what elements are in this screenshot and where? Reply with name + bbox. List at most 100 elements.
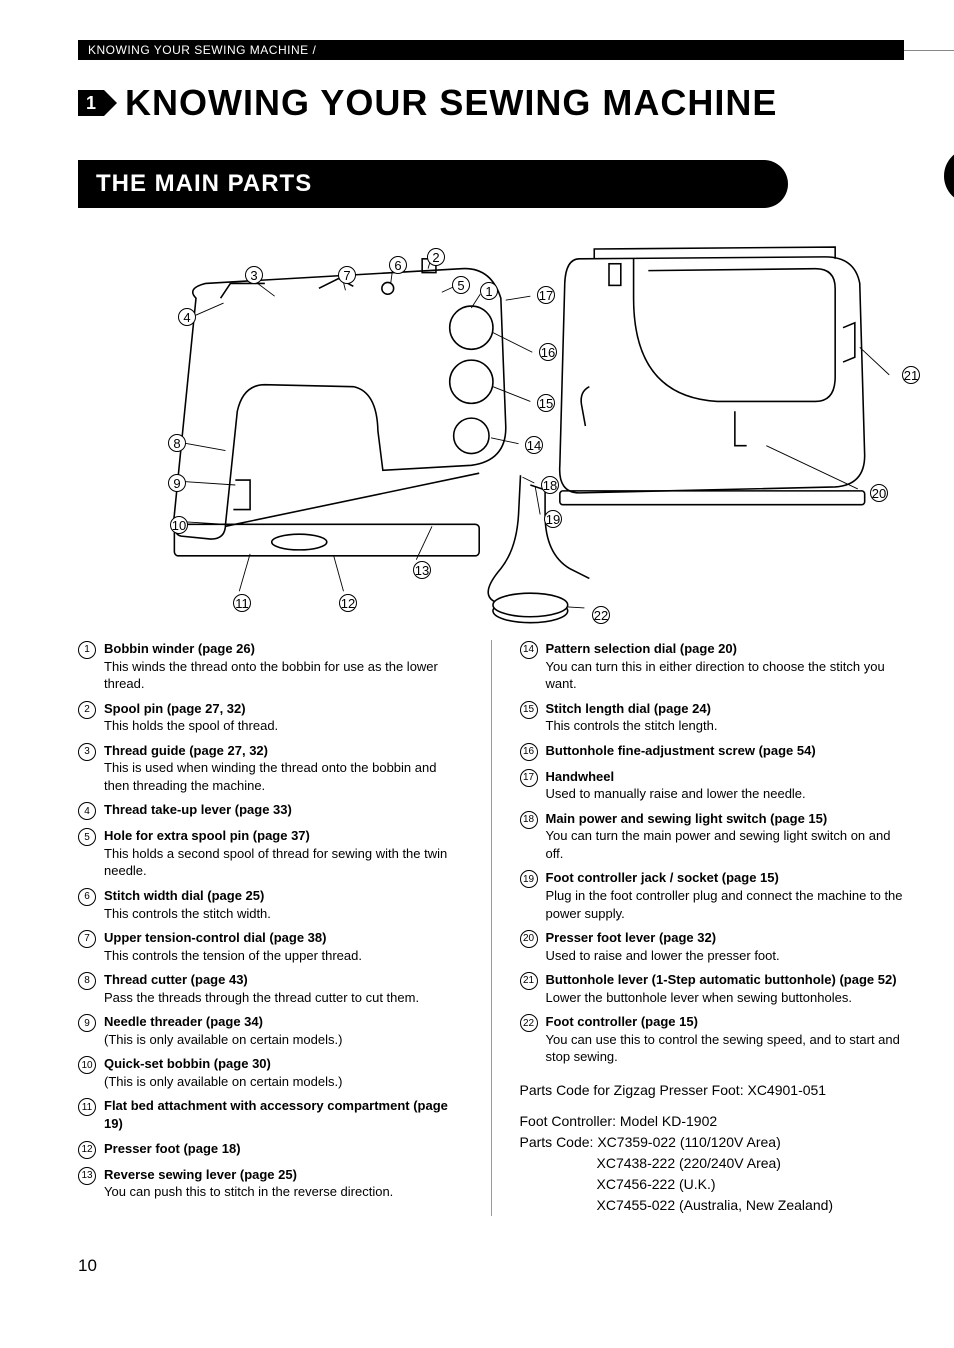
part-number: 10 (78, 1056, 96, 1074)
part-title: Quick-set bobbin (page 30) (104, 1056, 271, 1071)
diagram-callout: 21 (902, 366, 920, 384)
chapter-number: 1 (78, 90, 104, 116)
diagram-callout: 14 (525, 436, 543, 454)
diagram-callout: 9 (168, 474, 186, 492)
parts-code-2: XC7456-222 (U.K.) (520, 1174, 905, 1195)
part-item: 10 Quick-set bobbin (page 30) (This is onl… (78, 1055, 463, 1090)
part-item: 12 Presser foot (page 18) (78, 1140, 463, 1159)
header-breadcrumb: KNOWING YOUR SEWING MACHINE / (78, 40, 904, 60)
part-item: 2Spool pin (page 27, 32)This holds the s… (78, 700, 463, 735)
part-number: 9 (78, 1014, 96, 1032)
diagram-callout: 18 (541, 476, 559, 494)
diagram-callout: 12 (339, 594, 357, 612)
parts-code-row: Parts Code: XC7359-022 (110/120V Area) (520, 1132, 905, 1153)
part-text: Thread guide (page 27, 32)This is used w… (104, 742, 463, 795)
part-title: Foot controller jack / socket (page 15) (546, 870, 779, 885)
chapter-title: KNOWING YOUR SEWING MACHINE (125, 82, 777, 124)
part-item: 13Reverse sewing lever (page 25)You can … (78, 1166, 463, 1201)
part-title: Stitch length dial (page 24) (546, 701, 711, 716)
part-item: 3Thread guide (page 27, 32)This is used … (78, 742, 463, 795)
part-description: Used to manually raise and lower the nee… (546, 785, 905, 803)
part-text: Stitch width dial (page 25) This controls… (104, 887, 463, 922)
part-text: Foot controller jack / socket (page 15)P… (546, 869, 905, 922)
foot-controller-model: Foot Controller: Model KD-1902 (520, 1111, 905, 1132)
part-number: 5 (78, 828, 96, 846)
diagram-callout: 19 (544, 510, 562, 528)
parts-code-3: XC7455-022 (Australia, New Zealand) (520, 1195, 905, 1216)
diagram-callout: 20 (870, 484, 888, 502)
part-item: 18Main power and sewing light switch (pa… (520, 810, 905, 863)
diagram-callout: 17 (537, 286, 555, 304)
part-item: 5Hole for extra spool pin (page 37)This … (78, 827, 463, 880)
diagram-callout: 1 (480, 282, 498, 300)
part-title: Stitch width dial (page 25) (104, 888, 264, 903)
part-description: This holds a second spool of thread for … (104, 845, 463, 880)
part-number: 15 (520, 701, 538, 719)
zigzag-code: Parts Code for Zigzag Presser Foot: XC49… (520, 1080, 905, 1101)
parts-column-left: 1 Bobbin winder (page 26) This winds the t… (78, 640, 463, 1216)
part-number: 7 (78, 930, 96, 948)
part-title: Thread take-up lever (page 33) (104, 802, 292, 817)
part-item: 17HandwheelUsed to manually raise and lo… (520, 768, 905, 803)
part-title: Needle threader (page 34) (104, 1014, 263, 1029)
part-text: Thread cutter (page 43)Pass the threads … (104, 971, 463, 1006)
part-item: 1 Bobbin winder (page 26) This winds the t… (78, 640, 463, 693)
page-tab (944, 148, 954, 204)
part-text: Presser foot (page 18) (104, 1140, 463, 1159)
part-text: Quick-set bobbin (page 30) (This is only … (104, 1055, 463, 1090)
part-text: Buttonhole fine-adjustment screw (page 5… (546, 742, 905, 761)
part-item: 20Presser foot lever (page 32)Used to ra… (520, 929, 905, 964)
part-number: 11 (78, 1098, 96, 1116)
part-text: Buttonhole lever (1-Step automatic butto… (546, 971, 905, 1006)
part-description: You can turn this in either direction to… (546, 658, 905, 693)
diagram-callout: 16 (539, 343, 557, 361)
part-number: 22 (520, 1014, 538, 1032)
part-title: Thread guide (page 27, 32) (104, 743, 268, 758)
part-item: 15 Stitch length dial (page 24)This contr… (520, 700, 905, 735)
part-text: Pattern selection dial (page 20)You can … (546, 640, 905, 693)
part-text: Reverse sewing lever (page 25)You can pu… (104, 1166, 463, 1201)
parts-column-right: 14Pattern selection dial (page 20)You ca… (520, 640, 905, 1216)
part-number: 21 (520, 972, 538, 990)
diagram-callout: 2 (427, 248, 445, 266)
part-description: You can turn the main power and sewing l… (546, 827, 905, 862)
part-description: You can use this to control the sewing s… (546, 1031, 905, 1066)
part-description: (This is only available on certain model… (104, 1073, 463, 1091)
part-number: 16 (520, 743, 538, 761)
column-divider (491, 640, 492, 1216)
part-number: 18 (520, 811, 538, 829)
part-title: Buttonhole lever (1-Step automatic butto… (546, 972, 897, 987)
part-number: 20 (520, 930, 538, 948)
part-item: 6Stitch width dial (page 25)This control… (78, 887, 463, 922)
part-number: 1 (78, 641, 96, 659)
part-item: 8Thread cutter (page 43)Pass the threads… (78, 971, 463, 1006)
part-text: Stitch length dial (page 24)This control… (546, 700, 905, 735)
chapter-header: 1 KNOWING YOUR SEWING MACHINE (78, 82, 904, 124)
arrow-icon (104, 90, 117, 116)
part-title: Upper tension-control dial (page 38) (104, 930, 326, 945)
parts-list: 1 Bobbin winder (page 26) This winds the t… (78, 640, 904, 1216)
part-item: 21 Buttonhole lever (1-Step automatic but… (520, 971, 905, 1006)
diagram-callout: 6 (389, 256, 407, 274)
part-item: 9 Needle threader (page 34) (This is only … (78, 1013, 463, 1048)
part-description: This holds the spool of thread. (104, 717, 463, 735)
part-title: Foot controller (page 15) (546, 1014, 698, 1029)
section-title: THE MAIN PARTS (78, 160, 788, 208)
part-number: 12 (78, 1141, 96, 1159)
part-number: 4 (78, 802, 96, 820)
part-text: Upper tension-control dial (page 38) This… (104, 929, 463, 964)
part-description: This controls the tension of the upper t… (104, 947, 463, 965)
part-description: (This is only available on certain model… (104, 1031, 463, 1049)
part-description: This controls the stitch width. (104, 905, 463, 923)
page-number: 10 (78, 1256, 904, 1276)
part-text: Flat bed attachment with accessory compa… (104, 1097, 463, 1132)
diagram-callout: 8 (168, 434, 186, 452)
part-title: Bobbin winder (page 26) (104, 641, 255, 656)
diagram-callout: 5 (452, 276, 470, 294)
parts-code-label: Parts Code: (520, 1134, 594, 1150)
part-description: This winds the thread onto the bobbin fo… (104, 658, 463, 693)
diagram-callout: 15 (537, 394, 555, 412)
part-text: Thread take-up lever (page 33) (104, 801, 463, 820)
part-description: This controls the stitch length. (546, 717, 905, 735)
diagram-callout: 11 (233, 594, 251, 612)
